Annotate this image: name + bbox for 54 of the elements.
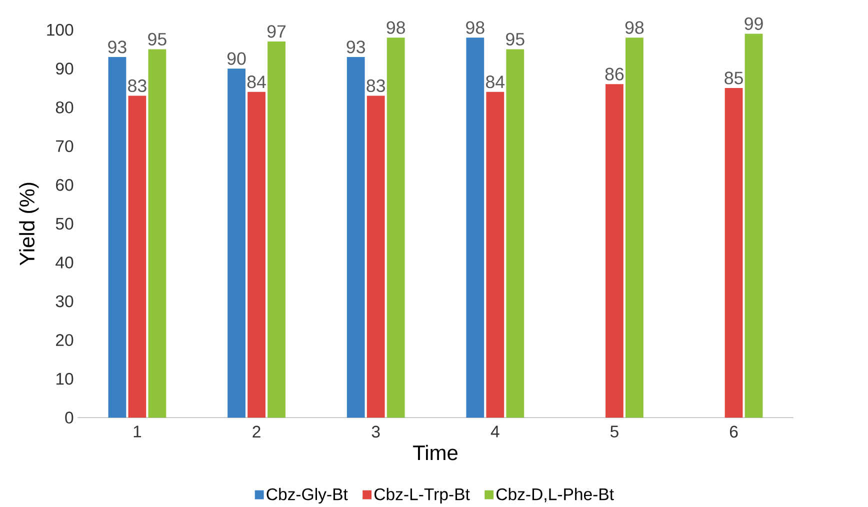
y-tick-label: 10: [56, 372, 74, 385]
bar: [228, 68, 246, 418]
x-axis-title: Time: [413, 444, 458, 460]
data-label: 84: [486, 76, 505, 88]
bar: [148, 49, 166, 418]
data-label: 84: [247, 76, 266, 88]
y-tick-label: 80: [56, 101, 74, 114]
y-axis-title: Yield (%): [19, 182, 39, 266]
x-tick-label: 5: [610, 426, 618, 438]
x-tick-label: 4: [490, 426, 500, 438]
bar: [744, 34, 763, 418]
data-label: 98: [466, 21, 484, 34]
data-label: 83: [366, 79, 385, 92]
y-tick-label: 70: [56, 140, 74, 152]
y-tick-label: 50: [56, 218, 74, 230]
bar: [346, 56, 365, 418]
data-label: 85: [724, 72, 743, 84]
bar: [724, 88, 743, 418]
data-label: 98: [386, 21, 405, 34]
data-label: 97: [267, 25, 286, 38]
bar: [108, 56, 126, 418]
legend-label: Cbz-Gly-Bt: [266, 488, 348, 504]
data-label: 90: [227, 52, 246, 65]
bar: [466, 38, 484, 418]
data-label: 83: [128, 79, 146, 92]
y-tick-label: 40: [56, 256, 74, 268]
x-tick-label: 2: [252, 426, 260, 438]
data-label: 93: [108, 40, 126, 54]
y-tick-label: 90: [56, 62, 74, 75]
bar: [626, 38, 644, 418]
data-label: 99: [744, 17, 763, 30]
data-label: 86: [605, 68, 624, 80]
x-tick-label: 1: [134, 426, 142, 438]
bar: [506, 49, 524, 418]
x-tick-label: 6: [730, 426, 738, 438]
y-tick-label: 20: [56, 334, 74, 346]
x-tick-label: 3: [372, 426, 380, 438]
y-tick-label: 0: [65, 412, 74, 424]
bar: [386, 38, 405, 418]
y-tick-label: 60: [56, 178, 74, 191]
bar: [128, 96, 146, 418]
y-tick-label: 100: [47, 24, 74, 36]
bar: [606, 84, 624, 418]
bar: [366, 96, 385, 418]
bar: [248, 92, 266, 418]
legend-label: Cbz-D,L-Phe-Bt: [496, 488, 614, 502]
y-tick-label: 30: [56, 295, 74, 308]
data-label: 95: [148, 32, 166, 46]
data-label: 95: [506, 32, 524, 46]
bar: [486, 92, 504, 418]
data-label: 93: [346, 40, 365, 54]
bar: [268, 41, 286, 418]
data-label: 98: [625, 21, 644, 34]
legend-label: Cbz-L-Trp-Bt: [374, 488, 470, 504]
